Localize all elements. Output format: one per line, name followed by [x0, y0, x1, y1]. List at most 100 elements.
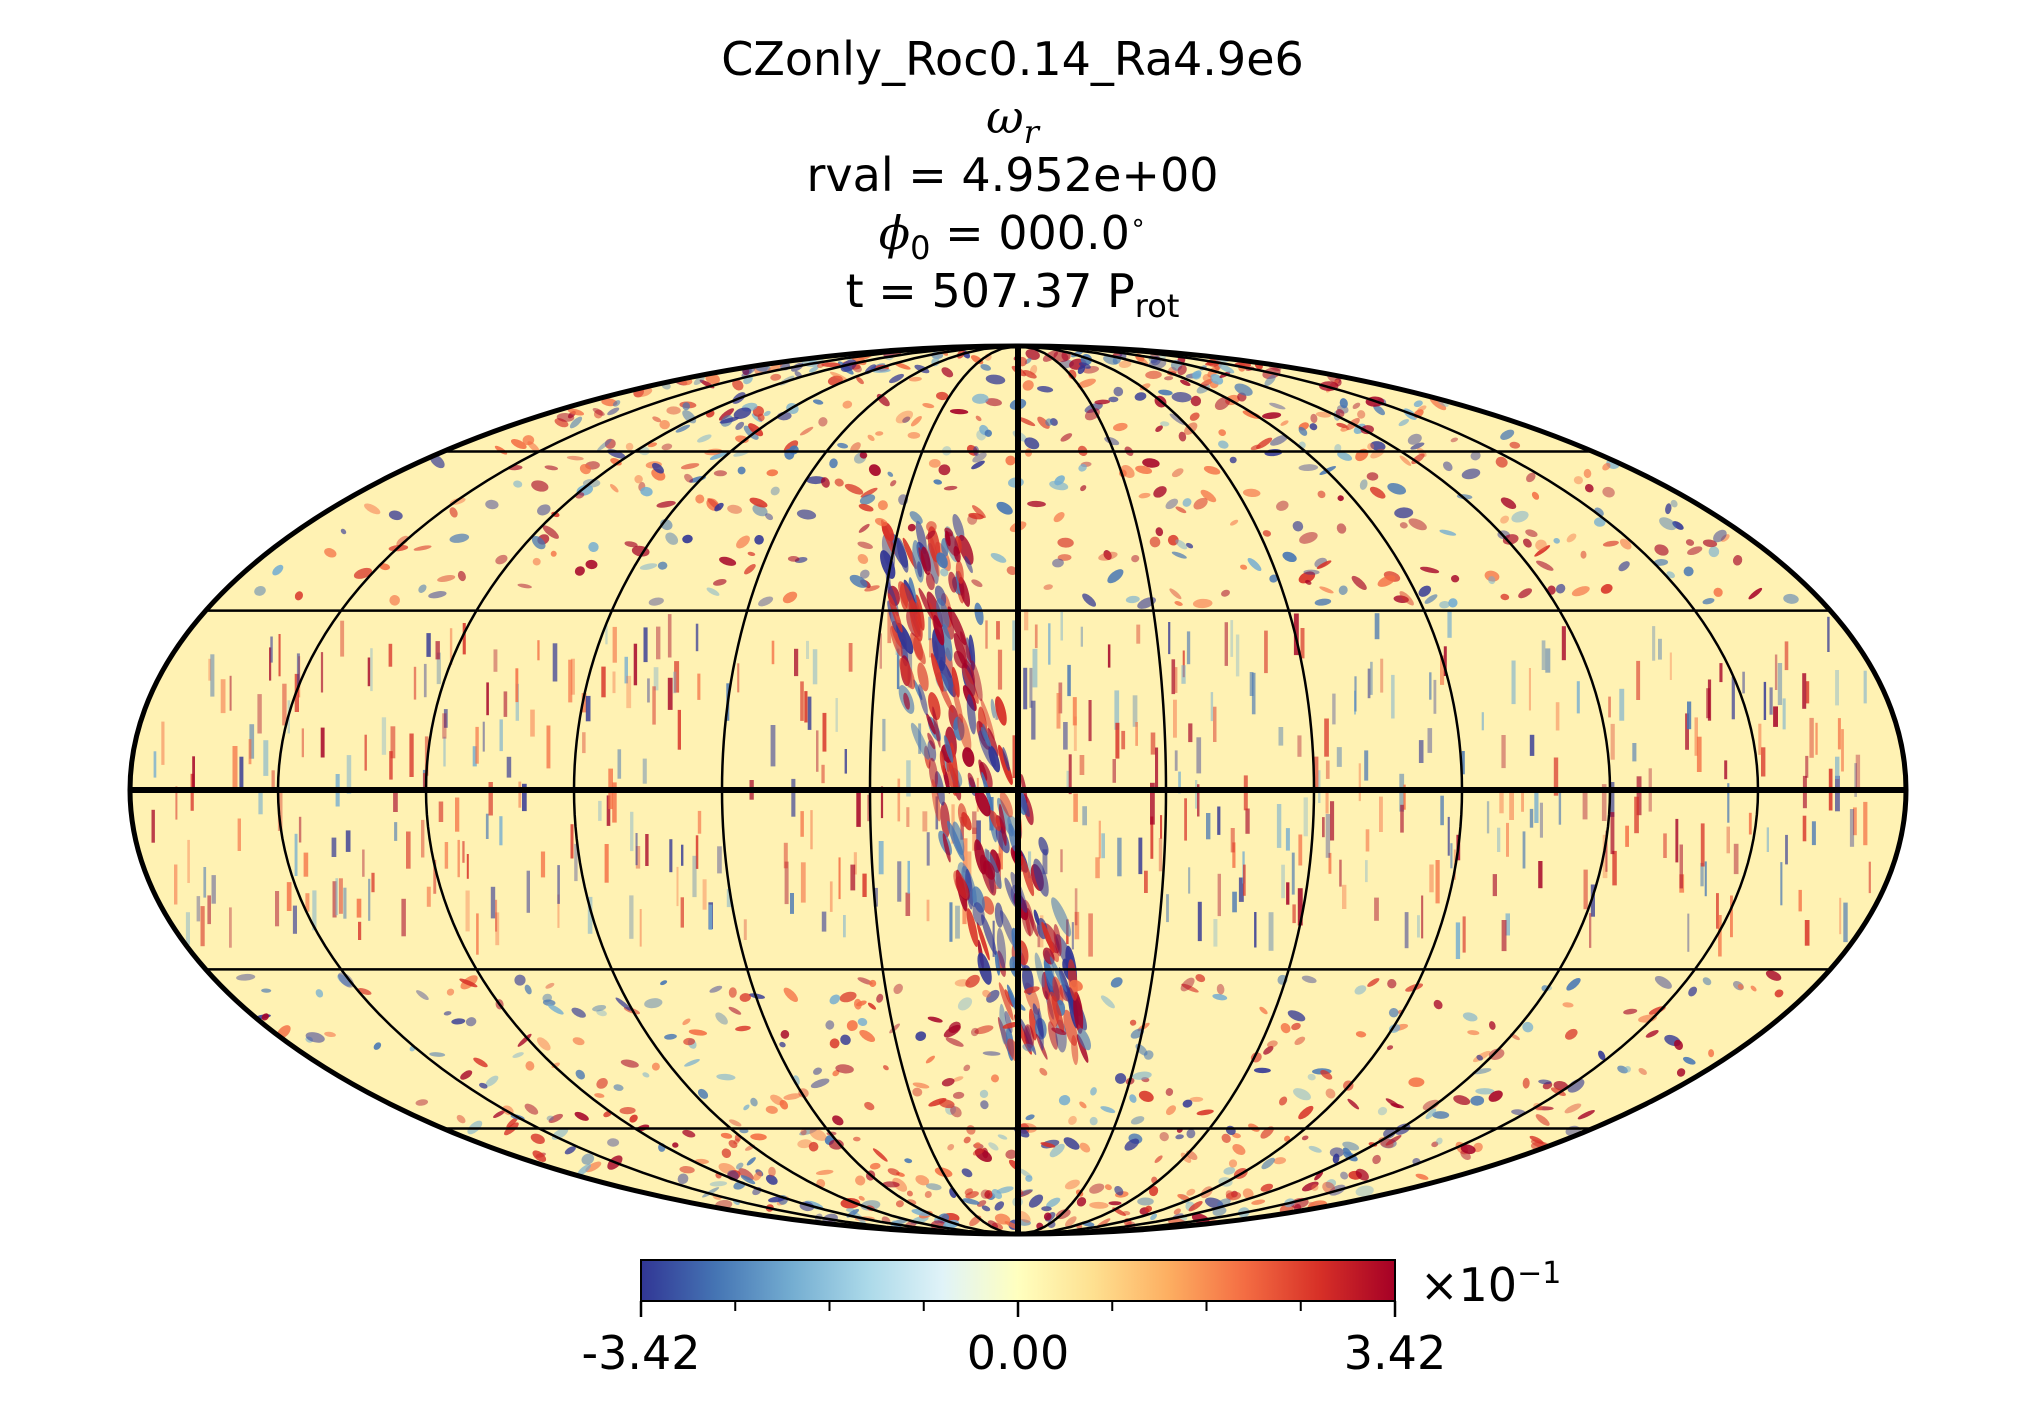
polar-blob — [1137, 1197, 1154, 1206]
equatorial-streak — [816, 730, 819, 772]
polar-blob — [373, 1042, 382, 1050]
polar-blob — [1175, 1134, 1184, 1140]
equatorial-streak — [185, 912, 190, 945]
equatorial-streak — [438, 801, 444, 822]
equatorial-streak — [697, 810, 702, 834]
polar-blob — [1017, 1168, 1033, 1179]
equatorial-streak — [955, 905, 960, 939]
polar-blob — [982, 989, 991, 998]
polar-blob — [1166, 1105, 1176, 1116]
polar-blob — [1259, 1006, 1268, 1015]
equatorial-streak — [1802, 673, 1807, 709]
equatorial-streak — [1785, 834, 1788, 865]
equatorial-streak — [1367, 668, 1371, 699]
graticule — [130, 344, 1906, 1236]
polar-blob — [1531, 491, 1540, 500]
equatorial-streak — [1730, 895, 1733, 938]
polar-blob — [1410, 442, 1425, 450]
polar-blob — [1267, 1040, 1278, 1048]
central-band-blob — [976, 922, 990, 961]
equatorial-streak — [1538, 861, 1543, 889]
polar-blob — [1433, 999, 1443, 1010]
polar-blob — [810, 1078, 830, 1089]
polar-blob — [1232, 1144, 1246, 1155]
equatorial-streak — [1251, 672, 1256, 715]
polar-blob — [765, 1105, 778, 1114]
colorbar-gradient — [640, 1259, 1396, 1302]
polar-blob — [1366, 472, 1379, 481]
polar-blob — [261, 1013, 269, 1021]
polar-blob — [1534, 545, 1551, 557]
quantity-symbol: ω — [986, 90, 1024, 144]
equatorial-streak — [676, 866, 679, 907]
equatorial-streak — [1297, 735, 1302, 757]
equatorial-streak — [1213, 919, 1218, 947]
equatorial-streak — [972, 827, 977, 851]
polar-blob — [902, 416, 911, 423]
equatorial-streak — [462, 841, 465, 863]
polar-blob — [1653, 558, 1669, 566]
equatorial-streak — [1029, 667, 1033, 708]
polar-blob — [493, 1110, 506, 1118]
polar-blob — [846, 1020, 858, 1032]
equatorial-streak — [822, 712, 827, 752]
equatorial-streak — [1024, 609, 1029, 631]
polar-blob — [1057, 554, 1072, 561]
polar-blob — [550, 550, 557, 557]
polar-blob — [943, 485, 958, 491]
polar-blob — [656, 500, 676, 508]
central-band-blob — [928, 692, 941, 721]
polar-blob — [1538, 1079, 1552, 1085]
polar-blob — [739, 993, 751, 1002]
polar-blob — [980, 364, 992, 371]
polar-blob — [895, 410, 914, 424]
polar-blob — [895, 1200, 904, 1208]
equatorial-streak — [1365, 829, 1370, 852]
equatorial-streak — [303, 852, 309, 877]
equatorial-streak — [1060, 849, 1063, 873]
equatorial-streak — [466, 854, 469, 879]
equatorial-streak — [697, 673, 701, 700]
equatorial-streak — [249, 724, 255, 759]
polar-blob — [874, 518, 888, 527]
equatorial-streak — [161, 721, 165, 765]
equatorial-streak — [1835, 775, 1840, 812]
polar-blob — [437, 574, 456, 583]
equatorial-streak — [692, 855, 697, 898]
polar-blob — [693, 375, 705, 386]
equatorial-streak — [390, 726, 396, 759]
polar-blob — [1565, 1028, 1578, 1040]
equatorial-streak — [1336, 747, 1342, 767]
equatorial-streak — [1400, 804, 1404, 833]
polar-blob — [988, 1142, 999, 1151]
polar-blob — [1448, 598, 1458, 608]
polar-blob — [1138, 492, 1151, 499]
polar-blob — [1470, 451, 1481, 461]
equatorial-streak — [1809, 717, 1814, 758]
equatorial-streak — [878, 841, 884, 875]
central-band-blob — [957, 803, 968, 827]
equatorial-streak — [388, 643, 393, 667]
equatorial-streak — [800, 681, 804, 721]
equatorial-streak — [1060, 612, 1063, 641]
polar-blob — [1370, 441, 1386, 451]
equatorial-streak — [1492, 874, 1497, 897]
equatorial-streak — [1455, 922, 1461, 959]
equatorial-streak — [1433, 679, 1437, 714]
equatorial-streak — [897, 861, 902, 902]
central-band-blob — [903, 692, 910, 710]
polar-blob — [808, 1141, 819, 1152]
polar-blob — [532, 1150, 547, 1163]
polar-blob — [1049, 1143, 1065, 1158]
polar-blob — [624, 541, 638, 548]
polar-blob — [1068, 369, 1077, 380]
polar-blob — [651, 1062, 660, 1071]
equatorial-streak — [1545, 648, 1551, 673]
equatorial-streak — [151, 809, 155, 843]
polar-blob — [832, 1069, 840, 1077]
polar-blob — [945, 1037, 964, 1047]
polar-blob — [728, 1119, 742, 1127]
polar-blob — [1522, 1077, 1530, 1089]
equatorial-streak — [503, 691, 508, 717]
polar-blob — [642, 1072, 650, 1078]
